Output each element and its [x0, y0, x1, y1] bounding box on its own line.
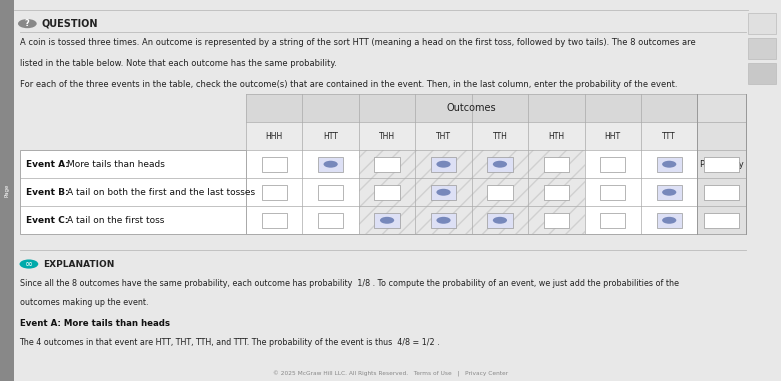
- Bar: [472, 206, 528, 234]
- Bar: [544, 213, 569, 227]
- Bar: [374, 157, 400, 171]
- Bar: [657, 157, 682, 171]
- Text: A tail on the first toss: A tail on the first toss: [67, 216, 164, 225]
- Bar: [431, 213, 456, 227]
- Bar: [318, 185, 344, 200]
- Bar: [600, 213, 626, 227]
- Text: QUESTION: QUESTION: [41, 19, 98, 29]
- Bar: [657, 185, 682, 200]
- Bar: [600, 157, 626, 171]
- Text: More tails than heads: More tails than heads: [67, 160, 165, 169]
- Bar: [528, 178, 584, 206]
- Text: Event A:: Event A:: [26, 160, 69, 169]
- Bar: [246, 94, 746, 234]
- Bar: [358, 150, 415, 178]
- Bar: [544, 157, 569, 171]
- Bar: [358, 178, 415, 206]
- Bar: [544, 185, 569, 200]
- Text: outcomes making up the event.: outcomes making up the event.: [20, 298, 148, 307]
- Bar: [431, 185, 456, 200]
- Bar: [374, 185, 400, 200]
- Bar: [246, 122, 697, 150]
- Bar: [528, 150, 584, 178]
- Text: Event C:: Event C:: [26, 216, 68, 225]
- Text: TTH: TTH: [493, 132, 508, 141]
- Bar: [704, 185, 740, 200]
- Text: THH: THH: [379, 132, 395, 141]
- Bar: [415, 206, 472, 234]
- Bar: [20, 150, 246, 234]
- Text: HHH: HHH: [266, 132, 283, 141]
- Bar: [528, 206, 584, 234]
- Bar: [600, 185, 626, 200]
- Text: listed in the table below. Note that each outcome has the same probability.: listed in the table below. Note that eac…: [20, 59, 337, 68]
- Circle shape: [323, 161, 337, 168]
- Bar: [487, 185, 512, 200]
- Text: THT: THT: [436, 132, 451, 141]
- Bar: [262, 213, 287, 227]
- Bar: [415, 150, 472, 178]
- Circle shape: [380, 217, 394, 224]
- Bar: [431, 157, 456, 171]
- Circle shape: [437, 217, 451, 224]
- Text: For each of the three events in the table, check the outcome(s) that are contain: For each of the three events in the tabl…: [20, 80, 677, 89]
- Circle shape: [662, 161, 676, 168]
- Bar: [262, 185, 287, 200]
- Circle shape: [437, 161, 451, 168]
- Bar: [246, 94, 697, 122]
- Bar: [358, 206, 415, 234]
- Circle shape: [662, 189, 676, 196]
- Text: Event A: More tails than heads: Event A: More tails than heads: [20, 319, 169, 328]
- Bar: [318, 213, 344, 227]
- Text: © 2025 McGraw Hill LLC. All Rights Reserved.   Terms of Use   |   Privacy Center: © 2025 McGraw Hill LLC. All Rights Reser…: [273, 371, 508, 377]
- Text: The 4 outcomes in that event are HTT, THT, TTH, and TTT. The probability of the : The 4 outcomes in that event are HTT, TH…: [20, 338, 440, 347]
- Bar: [748, 38, 776, 59]
- Bar: [748, 13, 776, 34]
- Circle shape: [18, 19, 37, 28]
- Text: TTT: TTT: [662, 132, 676, 141]
- Circle shape: [493, 217, 507, 224]
- Text: A coin is tossed three times. An outcome is represented by a string of the sort : A coin is tossed three times. An outcome…: [20, 38, 695, 47]
- Bar: [704, 213, 740, 227]
- Text: ?: ?: [25, 19, 30, 28]
- Bar: [472, 178, 528, 206]
- Bar: [748, 63, 776, 84]
- Bar: [0, 0, 14, 381]
- Text: Probability: Probability: [699, 160, 744, 169]
- Bar: [657, 213, 682, 227]
- Circle shape: [662, 217, 676, 224]
- Text: Event B:: Event B:: [26, 188, 69, 197]
- Circle shape: [20, 259, 38, 269]
- Bar: [415, 178, 472, 206]
- Text: EXPLANATION: EXPLANATION: [43, 259, 114, 269]
- Bar: [487, 213, 512, 227]
- Circle shape: [437, 189, 451, 196]
- Text: HTH: HTH: [548, 132, 565, 141]
- Text: A tail on both the first and the last tosses: A tail on both the first and the last to…: [67, 188, 255, 197]
- Text: ∞: ∞: [25, 259, 33, 269]
- Bar: [704, 157, 740, 171]
- Text: Since all the 8 outcomes have the same probability, each outcome has probability: Since all the 8 outcomes have the same p…: [20, 279, 679, 288]
- Text: HTT: HTT: [323, 132, 338, 141]
- Bar: [472, 150, 528, 178]
- Circle shape: [493, 161, 507, 168]
- Text: Outcomes: Outcomes: [447, 103, 497, 113]
- Bar: [487, 157, 512, 171]
- Bar: [374, 213, 400, 227]
- Bar: [318, 157, 344, 171]
- Bar: [262, 157, 287, 171]
- Text: Page: Page: [5, 184, 9, 197]
- Text: HHT: HHT: [604, 132, 621, 141]
- Bar: [697, 94, 746, 234]
